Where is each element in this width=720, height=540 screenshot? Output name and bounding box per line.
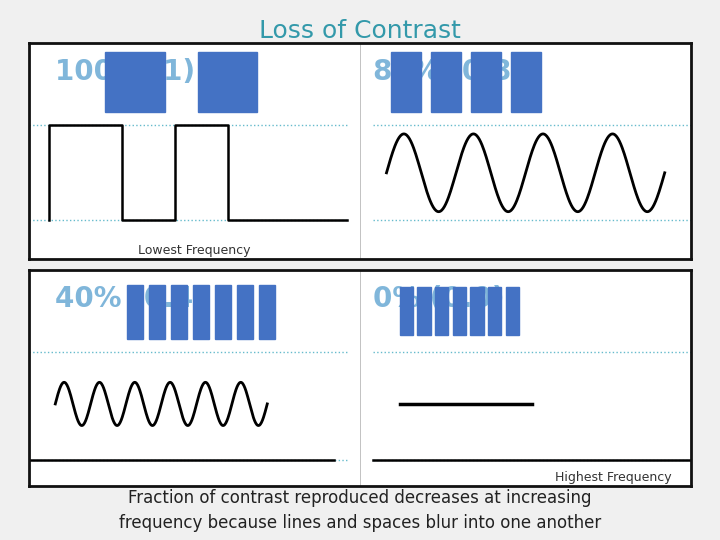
- Bar: [488, 287, 501, 335]
- Bar: [453, 287, 466, 335]
- Bar: [198, 52, 257, 112]
- Bar: [105, 52, 165, 112]
- Bar: [435, 287, 449, 335]
- Bar: [470, 287, 484, 335]
- Bar: [431, 52, 461, 112]
- Text: 80% (0.8): 80% (0.8): [373, 58, 524, 86]
- Bar: [149, 285, 165, 339]
- Text: 100% (1): 100% (1): [55, 58, 195, 86]
- Bar: [259, 285, 275, 339]
- Bar: [400, 287, 413, 335]
- Bar: [471, 52, 501, 112]
- Text: 40% (0.4): 40% (0.4): [55, 285, 207, 313]
- Text: Fraction of contrast reproduced decreases at increasing
frequency because lines : Fraction of contrast reproduced decrease…: [119, 489, 601, 532]
- Text: 0% (0.0): 0% (0.0): [373, 285, 505, 313]
- Bar: [418, 287, 431, 335]
- Bar: [510, 52, 541, 112]
- Bar: [215, 285, 231, 339]
- Text: Loss of Contrast: Loss of Contrast: [259, 19, 461, 43]
- Text: Highest Frequency: Highest Frequency: [554, 471, 671, 484]
- Text: Lowest Frequency: Lowest Frequency: [138, 244, 251, 257]
- Bar: [392, 52, 421, 112]
- Bar: [171, 285, 187, 339]
- Bar: [237, 285, 253, 339]
- Bar: [505, 287, 519, 335]
- Bar: [193, 285, 209, 339]
- Bar: [127, 285, 143, 339]
